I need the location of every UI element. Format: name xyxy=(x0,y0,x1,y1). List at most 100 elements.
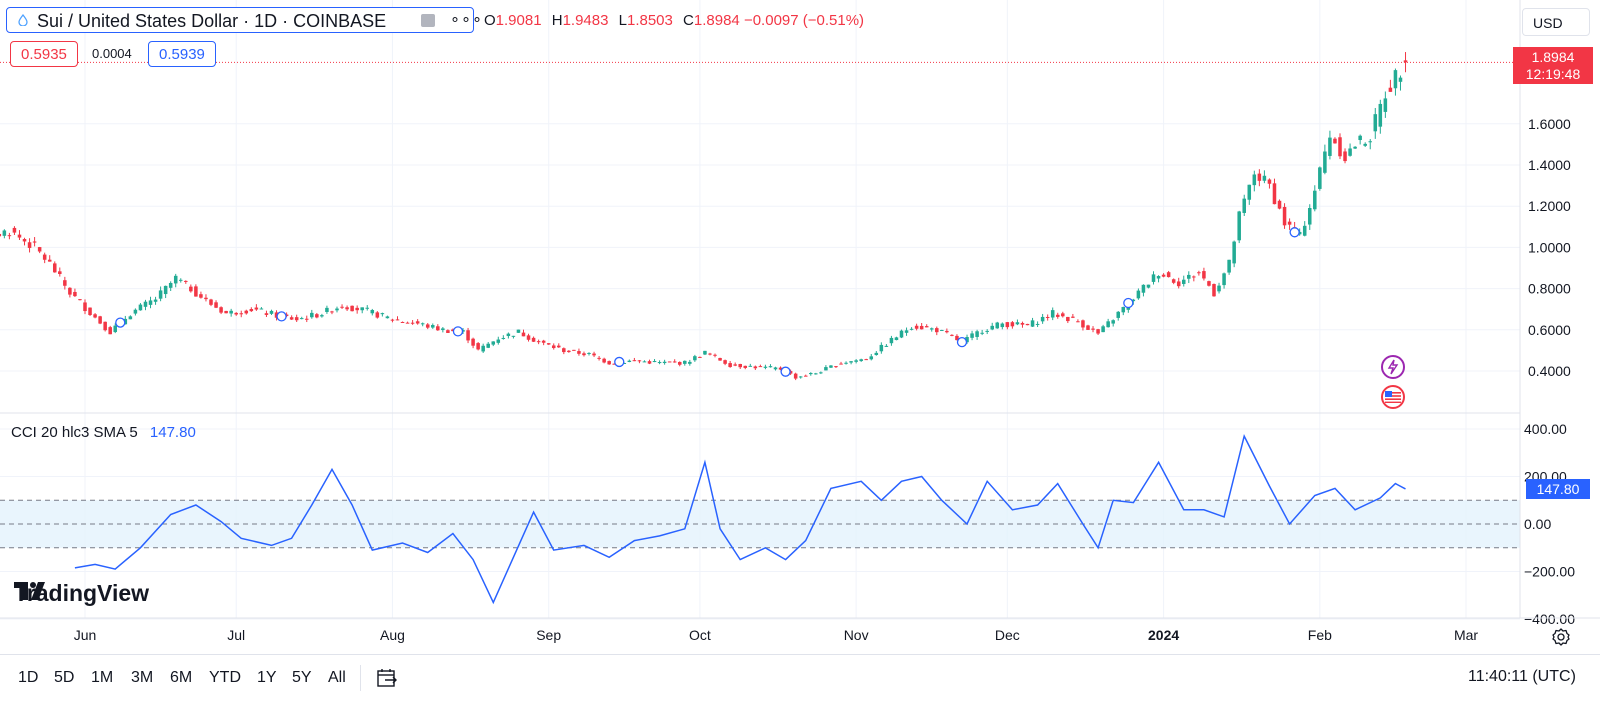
candle-body xyxy=(350,305,354,312)
price-tick-label: 1.2000 xyxy=(1528,198,1571,214)
candle-body xyxy=(1066,316,1070,322)
candle-body xyxy=(1096,329,1100,334)
time-tick-label: Nov xyxy=(844,627,869,643)
candle-body xyxy=(773,367,778,370)
candle-body xyxy=(108,327,112,335)
candle-body xyxy=(224,310,228,314)
cci-tick-label: 400.00 xyxy=(1524,421,1567,437)
last-price-badge: 1.8984 12:19:48 xyxy=(1513,47,1593,84)
candle-body xyxy=(657,362,662,364)
candle-body xyxy=(572,349,576,351)
candle-body xyxy=(834,366,838,368)
candle-body xyxy=(199,294,203,298)
candle-body xyxy=(436,326,440,331)
candle-body xyxy=(1171,279,1176,283)
candle-body xyxy=(264,313,269,315)
candle-body xyxy=(516,329,521,333)
time-axis[interactable]: Jun Jul Aug Sep Oct Nov Dec 2024 Feb Mar xyxy=(74,627,1479,643)
candle-body xyxy=(1383,98,1388,112)
candle-body xyxy=(1267,179,1272,184)
candle-body xyxy=(758,366,763,368)
candle-body xyxy=(194,286,198,297)
candle-body xyxy=(471,338,475,346)
candle-body xyxy=(1151,274,1156,282)
candle-body xyxy=(1333,138,1337,144)
candle-body xyxy=(0,233,2,237)
candle-body xyxy=(1222,273,1226,286)
chart-canvas[interactable]: 1.6000 1.4000 1.2000 1.0000 0.8000 0.6000 0.40… xyxy=(0,0,1600,654)
candle-body xyxy=(587,352,591,354)
candle-body xyxy=(47,259,52,262)
range-1m-button[interactable]: 1M xyxy=(91,669,114,686)
candle-body xyxy=(955,335,959,341)
range-6m-button[interactable]: 6M xyxy=(170,669,193,686)
candle-body xyxy=(632,360,637,362)
candle-body xyxy=(1035,323,1040,325)
event-marker xyxy=(115,317,126,328)
flag-icon[interactable] xyxy=(421,14,435,27)
sell-button[interactable]: 0.5935 xyxy=(10,41,78,67)
range-1d-button[interactable]: 1D xyxy=(18,669,39,686)
range-all-button[interactable]: All xyxy=(328,669,346,686)
candle-body xyxy=(592,353,596,356)
candle-body xyxy=(441,328,445,331)
time-tick-label: Jul xyxy=(227,627,245,643)
utc-clock[interactable]: 11:40:11 (UTC) xyxy=(1468,668,1576,685)
candle-body xyxy=(299,318,304,320)
candle-body xyxy=(83,302,87,312)
symbol-search[interactable]: Sui / United States Dollar · 1D · COINBA… xyxy=(6,7,482,33)
range-5y-button[interactable]: 5Y xyxy=(292,669,312,686)
candle-body xyxy=(1287,221,1292,225)
candle-body xyxy=(1192,276,1196,278)
candle-body xyxy=(1076,321,1080,323)
candle-body xyxy=(546,343,551,345)
buy-button[interactable]: 0.5939 xyxy=(148,41,216,67)
range-5d-button[interactable]: 5D xyxy=(54,669,75,686)
us-flag-event-icon[interactable] xyxy=(1381,385,1405,409)
candle-body xyxy=(768,366,773,368)
gear-icon[interactable] xyxy=(1551,627,1571,647)
range-3m-button[interactable]: 3M xyxy=(131,669,154,686)
candle-body xyxy=(158,290,163,299)
candle-body xyxy=(1252,174,1257,186)
price-axis[interactable]: 1.6000 1.4000 1.2000 1.0000 0.8000 0.6000 0.40… xyxy=(1528,116,1571,379)
tradingview-logo[interactable]: TradingView xyxy=(14,580,149,607)
candle-body xyxy=(1237,211,1241,241)
candle-body xyxy=(693,356,697,361)
candle-body xyxy=(330,311,334,313)
candle-body xyxy=(128,316,133,320)
last-price-value: 1.8984 xyxy=(1531,49,1575,65)
candle-body xyxy=(1282,206,1287,226)
candle-body xyxy=(1363,143,1367,146)
candle-body xyxy=(612,363,616,365)
candle-body xyxy=(904,330,909,333)
price-tick-label: 1.6000 xyxy=(1528,116,1571,132)
candle-body xyxy=(269,310,274,314)
candle-body xyxy=(466,330,470,341)
candle-body xyxy=(909,328,914,330)
candle-body xyxy=(189,286,193,292)
currency-button[interactable]: USD xyxy=(1522,8,1590,36)
more-options-icon[interactable]: ∘∘∘ xyxy=(450,11,484,28)
candle-body xyxy=(990,325,994,330)
candle-body xyxy=(637,360,642,362)
candle-body xyxy=(672,361,677,363)
range-ytd-button[interactable]: YTD xyxy=(209,669,241,686)
candle-body xyxy=(103,321,107,331)
candle-body xyxy=(17,234,22,238)
candle-body xyxy=(1000,323,1005,328)
event-marker xyxy=(1123,297,1134,309)
candle-body xyxy=(12,227,17,233)
lightning-icon[interactable] xyxy=(1381,355,1405,379)
candle-body xyxy=(1257,173,1262,181)
cci-legend-title: CCI 20 hlc3 SMA 5 xyxy=(11,424,138,441)
candle-body xyxy=(1025,323,1030,326)
candle-body xyxy=(844,362,848,364)
calendar-range-icon[interactable] xyxy=(376,667,398,689)
range-1y-button[interactable]: 1Y xyxy=(257,669,277,686)
candle-body xyxy=(894,337,899,341)
candle-body xyxy=(153,299,158,302)
cci-legend[interactable]: CCI 20 hlc3 SMA 5 147.80 xyxy=(11,424,196,441)
candle-body xyxy=(1187,274,1191,279)
